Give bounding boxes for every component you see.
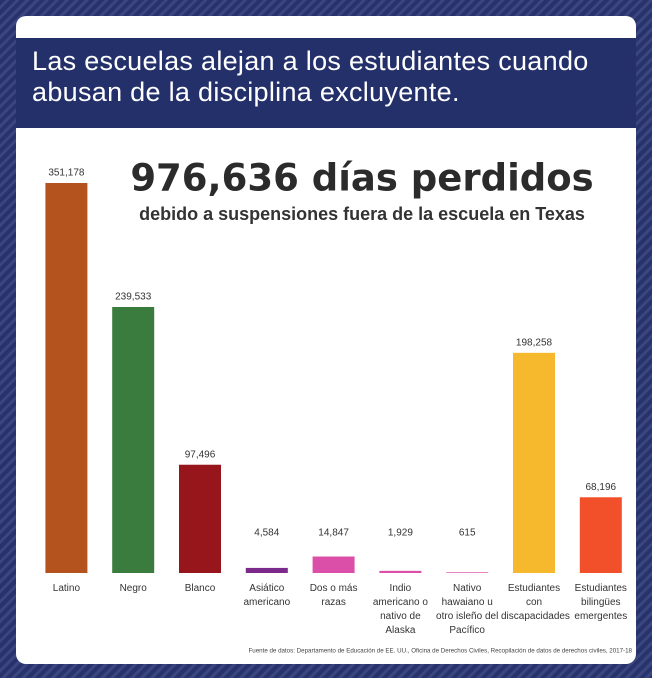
- category-label: Nativo hawaiano u otro isleño del Pacífi…: [436, 583, 499, 636]
- bar: [446, 572, 489, 573]
- category-label: Asiático americano: [243, 583, 291, 608]
- bar: [312, 556, 355, 573]
- value-label: 68,196: [586, 482, 617, 493]
- value-label: 14,847: [318, 528, 349, 539]
- value-label: 1,929: [388, 528, 413, 539]
- value-label: 351,178: [48, 168, 85, 179]
- category-label: Estudiantes con discapacidades: [501, 583, 570, 622]
- chart-title: Las escuelas alejan a los estudiantes cu…: [32, 46, 589, 107]
- category-label: Latino: [52, 583, 81, 594]
- bar: [379, 570, 422, 573]
- value-label: 615: [459, 528, 476, 539]
- bar: [45, 183, 88, 573]
- category-label: Estudiantes bilingües emergentes: [574, 583, 628, 622]
- category-label: Dos o más razas: [309, 583, 358, 608]
- value-label: 198,258: [516, 337, 553, 348]
- bar: [112, 306, 155, 573]
- category-label: Indio americano o nativo de Alaska: [372, 583, 428, 636]
- value-label: 239,533: [115, 292, 152, 303]
- category-label: Negro: [119, 583, 147, 594]
- value-label: 4,584: [254, 528, 279, 539]
- bar: [513, 352, 555, 573]
- bar: [245, 567, 288, 573]
- value-label: 97,496: [185, 449, 216, 460]
- source-note: Fuente de datos: Departamento de Educaci…: [249, 648, 633, 655]
- bar: [179, 464, 221, 573]
- category-label: Blanco: [184, 583, 216, 594]
- title-banner: [16, 38, 636, 128]
- subtitle: debido a suspensiones fuera de la escuel…: [139, 204, 585, 224]
- bar: [579, 497, 622, 573]
- headline: 976,636 días perdidos: [130, 157, 593, 200]
